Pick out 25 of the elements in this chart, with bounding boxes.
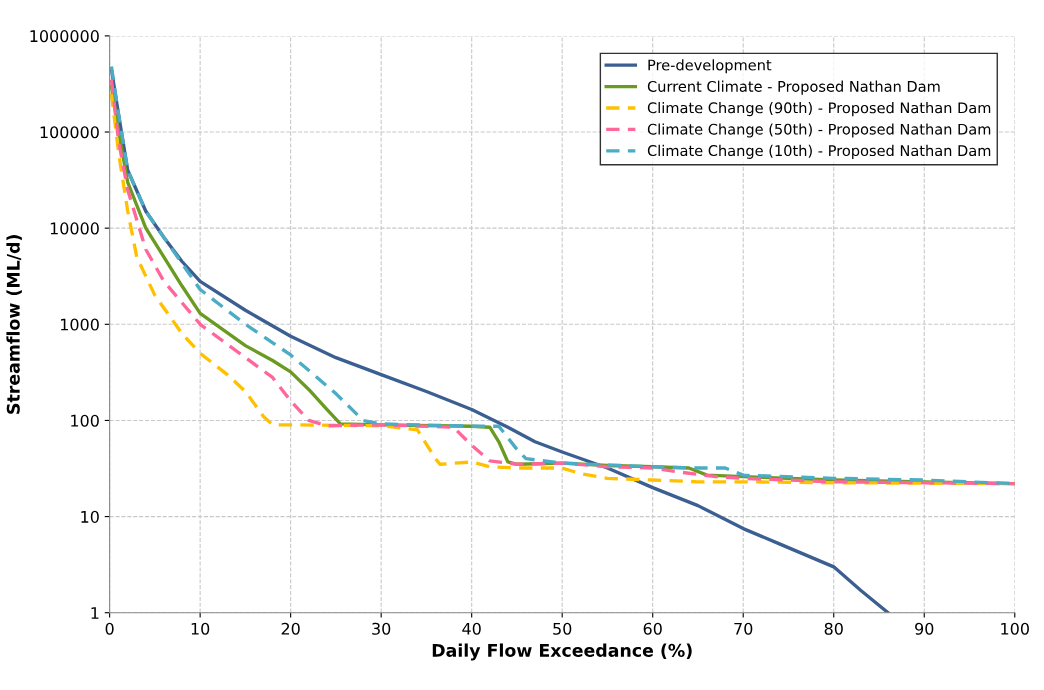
y-tick-label: 1000 (61, 318, 99, 331)
x-tick-label: 70 (734, 622, 753, 635)
x-tick-label: 90 (915, 622, 934, 635)
x-tick-label: 100 (1001, 622, 1029, 635)
y-tick-label: 1 (91, 607, 99, 619)
y-tick-label: 100 (71, 414, 99, 427)
x-tick-label: 60 (643, 622, 662, 635)
x-tick-label: 80 (824, 622, 843, 635)
legend-label: Pre-development (648, 59, 772, 74)
x-tick-label: 10 (191, 622, 210, 635)
legend-label: Climate Change (90th) - Proposed Nathan Dam (647, 102, 991, 117)
y-tick-label: 10000 (50, 222, 99, 235)
x-tick-label: 20 (281, 622, 300, 635)
x-tick-label: 0 (105, 622, 114, 635)
legend-label: Current Climate - Proposed Nathan Dam (647, 80, 940, 95)
x-axis-title: Daily Flow Exceedance (%) (432, 643, 692, 661)
y-tick-label: 1000000 (30, 30, 99, 43)
legend-label: Climate Change (50th) - Proposed Nathan Dam (647, 123, 991, 138)
y-tick-label: 10 (81, 510, 99, 523)
y-axis-title: Streamflow (ML/d) (6, 235, 22, 414)
x-tick-label: 40 (462, 622, 481, 635)
x-tick-label: 30 (372, 622, 391, 635)
x-tick-label: 50 (553, 622, 572, 635)
y-tick-label: 100000 (40, 126, 99, 139)
legend-label: Climate Change (10th) - Proposed Nathan Dam (647, 144, 991, 159)
